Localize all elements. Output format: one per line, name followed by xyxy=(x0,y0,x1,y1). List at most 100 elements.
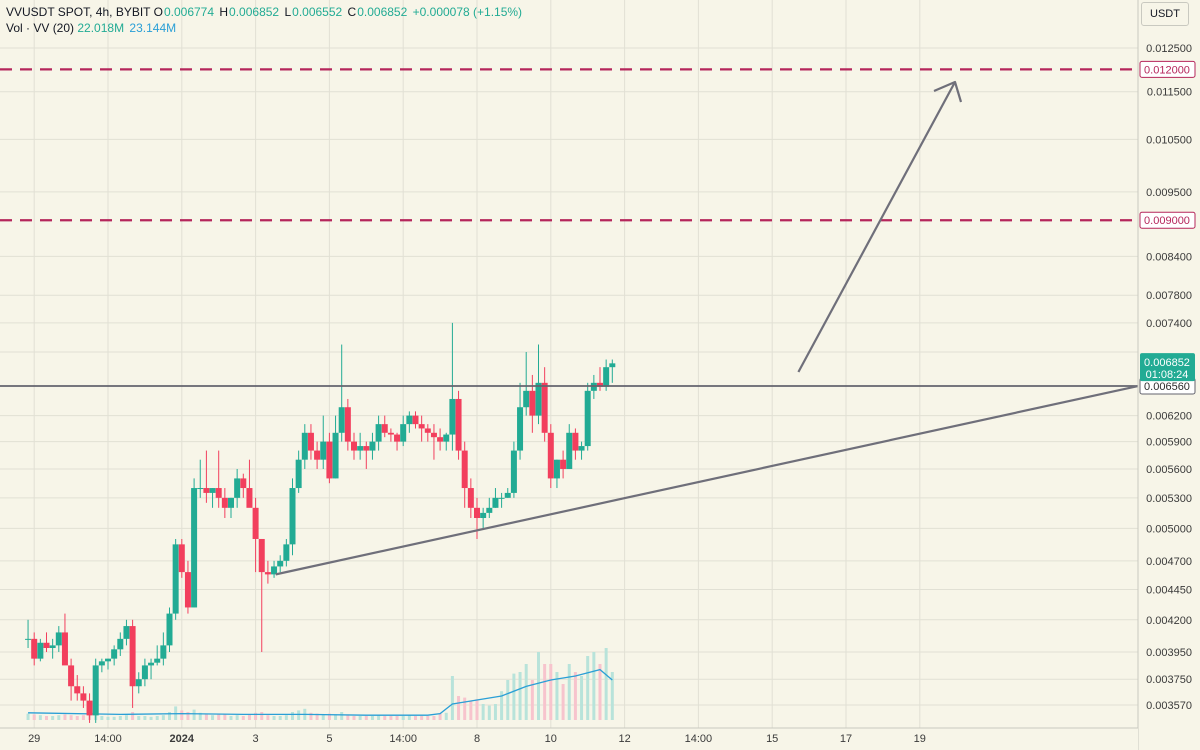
volume-bar xyxy=(309,712,313,720)
volume-bar xyxy=(26,713,30,720)
volume-bar xyxy=(186,712,190,720)
volume-bar xyxy=(297,710,301,720)
volume-bar xyxy=(457,696,461,720)
volume-bar xyxy=(364,716,368,720)
candle-body xyxy=(55,632,62,646)
time-axis xyxy=(0,728,1138,750)
volume-bar xyxy=(518,672,522,720)
candle-body xyxy=(357,446,364,451)
volume-value: 22.018M xyxy=(77,21,125,35)
volume-bar xyxy=(475,699,479,720)
volume-bar xyxy=(469,700,473,720)
price-tick-label: 0.010500 xyxy=(1146,134,1192,146)
volume-bar xyxy=(340,712,344,720)
candle-body xyxy=(160,645,167,659)
price-tick-label: 0.005900 xyxy=(1146,437,1192,449)
volume-bar xyxy=(420,716,424,720)
volume-row: Vol · VV (20) 22.018M 23.144M xyxy=(6,20,524,36)
open-label: O xyxy=(153,5,163,19)
candle-body xyxy=(197,488,204,490)
candle-body xyxy=(437,437,444,442)
candle-body xyxy=(228,497,234,508)
time-tick-label: 12 xyxy=(618,733,630,745)
candle-body xyxy=(424,428,431,433)
candle-body xyxy=(597,382,603,387)
volume-bar xyxy=(315,713,319,720)
price-tick-label: 0.007800 xyxy=(1146,290,1192,302)
volume-bar xyxy=(180,710,184,720)
volume-bar xyxy=(254,712,258,720)
volume-bar xyxy=(481,704,485,720)
price-tick-label: 0.004200 xyxy=(1146,615,1192,627)
price-tick-label: 0.005000 xyxy=(1146,523,1192,535)
candle-body xyxy=(252,507,259,539)
currency-button[interactable]: USDT xyxy=(1141,2,1189,26)
projection-arrowhead xyxy=(933,80,963,103)
candle-body xyxy=(510,450,517,493)
volume-bar xyxy=(389,716,393,720)
candle-body xyxy=(344,407,351,442)
volume-bar xyxy=(586,656,590,720)
price-tick-label: 0.005600 xyxy=(1146,464,1192,476)
volume-bar xyxy=(51,716,55,720)
volume-bar xyxy=(444,712,448,720)
level-price-tag xyxy=(1139,60,1196,78)
open-value: 0.006774 xyxy=(163,5,215,19)
volume-bar xyxy=(217,713,221,720)
high-label: H xyxy=(219,5,229,19)
volume-bar xyxy=(235,715,239,720)
time-tick-label: 14:00 xyxy=(94,733,122,745)
volume-bar xyxy=(223,714,227,720)
candle-body xyxy=(560,459,567,469)
candle-body xyxy=(474,507,480,519)
candle-body xyxy=(74,686,81,694)
volume-bar xyxy=(204,713,208,720)
volume-bar xyxy=(247,714,251,720)
candle-body xyxy=(351,441,357,451)
candle-body xyxy=(129,626,136,687)
volume-bar xyxy=(112,716,116,720)
price-tick-label: 0.007400 xyxy=(1146,318,1192,330)
volume-bar xyxy=(118,716,122,720)
candle-body xyxy=(178,544,185,573)
time-tick-label: 29 xyxy=(28,733,40,745)
time-tick-label: 5 xyxy=(326,733,332,745)
candle-body xyxy=(264,572,271,575)
volume-bar xyxy=(537,652,540,720)
volume-ma-value: 23.144M xyxy=(129,21,177,35)
candle-body xyxy=(166,613,173,646)
price-tick-label: 0.012500 xyxy=(1146,43,1192,55)
volume-indicator-label[interactable]: Vol · VV (20) xyxy=(6,21,75,35)
candle-body xyxy=(98,661,105,666)
candle-body xyxy=(523,390,530,408)
candle-body xyxy=(572,432,579,451)
candle-body xyxy=(86,700,93,716)
ohlc-row: VVUSDT SPOT, 4h, BYBIT O0.006774 H0.0068… xyxy=(6,4,524,20)
volume-bar xyxy=(327,713,331,720)
close-value: 0.006852 xyxy=(357,5,408,19)
candle-body xyxy=(498,497,505,499)
symbol-label[interactable]: VVUSDT SPOT, 4h, BYBIT xyxy=(6,5,151,19)
candle-body xyxy=(240,478,247,489)
price-tick-label: 0.003950 xyxy=(1146,647,1192,659)
candle-body xyxy=(283,544,290,561)
price-tick-label: 0.009500 xyxy=(1146,187,1192,199)
volume-bar xyxy=(260,712,264,720)
candle-body xyxy=(326,441,333,479)
volume-bar xyxy=(137,716,141,720)
candle-body xyxy=(381,424,388,433)
candle-body xyxy=(609,363,616,368)
candle-body xyxy=(461,450,468,489)
volume-bar xyxy=(284,715,288,720)
volume-bar xyxy=(272,716,276,720)
candle-body xyxy=(80,693,87,701)
high-value: 0.006852 xyxy=(229,5,280,19)
time-tick-label: 10 xyxy=(545,733,557,745)
low-label: L xyxy=(284,5,292,19)
price-tick-label: 0.004450 xyxy=(1146,584,1192,596)
volume-bar xyxy=(32,714,36,720)
volume-bar xyxy=(407,715,411,720)
volume-bar xyxy=(598,664,602,720)
